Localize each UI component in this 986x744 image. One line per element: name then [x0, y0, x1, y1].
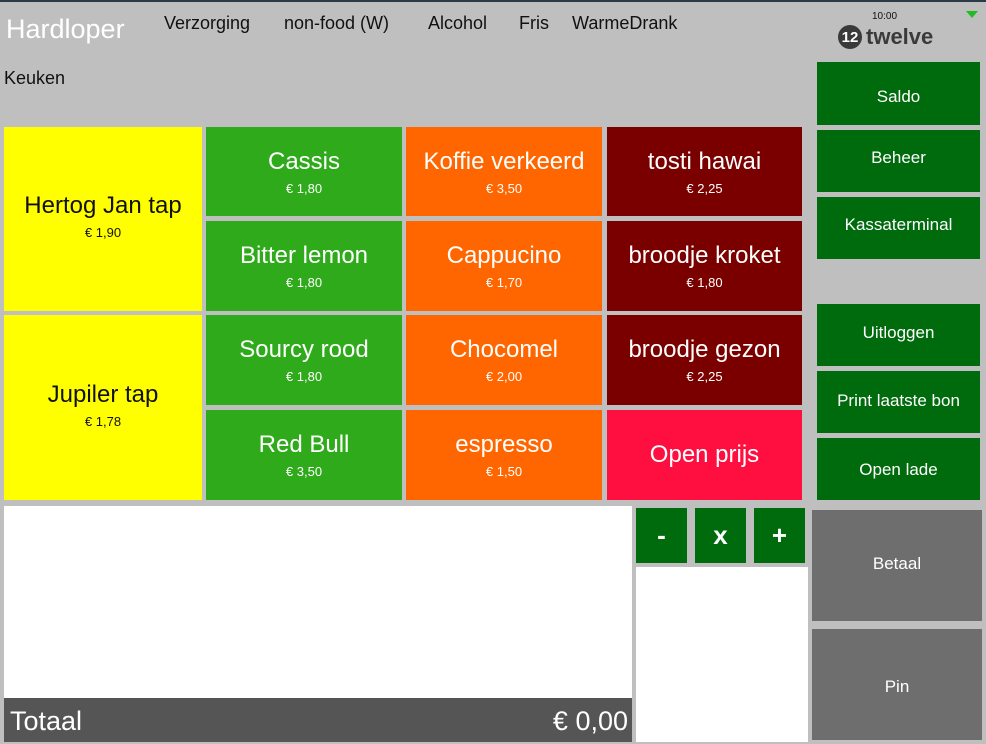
product-price: € 1,90: [84, 225, 122, 240]
product-price: € 1,80: [285, 275, 323, 290]
product-cappucino[interactable]: Cappucino € 1,70: [406, 221, 602, 311]
product-price: € 2,00: [485, 369, 523, 384]
product-name: Hertog Jan tap: [24, 192, 182, 219]
product-price: € 3,50: [285, 464, 323, 479]
increase-quantity-button[interactable]: +: [754, 508, 805, 563]
wifi-icon: [966, 11, 978, 18]
clock: 10:00: [872, 11, 898, 22]
product-name: Chocomel: [449, 336, 559, 363]
product-name: Bitter lemon: [239, 242, 369, 269]
product-hertog-jan-tap[interactable]: Hertog Jan tap € 1,90: [4, 127, 202, 311]
quantity-display: [636, 567, 808, 742]
product-price: € 2,25: [686, 180, 723, 196]
product-name: tosti hawai: [647, 147, 762, 175]
app-title: Hardloper: [6, 14, 125, 44]
open-lade-button[interactable]: Open lade: [817, 438, 980, 500]
open-prijs-button[interactable]: Open prijs: [607, 410, 802, 500]
product-price: € 3,50: [485, 180, 523, 196]
category-tab-fris[interactable]: Fris: [519, 13, 549, 33]
product-espresso[interactable]: espresso € 1,50: [406, 410, 602, 500]
twelve-logo: 12 twelve: [838, 24, 933, 50]
twelve-logo-icon: 12: [838, 25, 862, 49]
product-sourcy-rood[interactable]: Sourcy rood € 1,80: [206, 315, 402, 405]
product-price: € 2,25: [686, 369, 723, 384]
product-name: Jupiler tap: [47, 380, 159, 408]
product-price: € 1,70: [485, 275, 523, 290]
category-tab-verzorging[interactable]: Verzorging: [164, 13, 251, 33]
product-name: Cappucino: [446, 242, 562, 269]
product-koffie-verkeerd[interactable]: Koffie verkeerd € 3,50: [406, 127, 602, 216]
category-tab-alcohol[interactable]: Alcohol: [428, 13, 488, 33]
total-label: Totaal: [10, 706, 83, 736]
order-list[interactable]: [4, 506, 632, 698]
product-price: € 1,78: [84, 413, 122, 429]
product-broodje-kroket[interactable]: broodje kroket € 1,80: [607, 221, 802, 311]
twelve-logo-text: twelve: [866, 24, 934, 49]
product-price: € 1,80: [285, 369, 323, 384]
product-name: broodje gezon: [628, 336, 781, 363]
product-jupiler-tap[interactable]: Jupiler tap € 1,78: [4, 315, 202, 500]
kassaterminal-button[interactable]: Kassaterminal: [817, 197, 980, 259]
product-name: Sourcy rood: [239, 336, 369, 363]
product-name: broodje kroket: [628, 242, 781, 269]
print-laatste-bon-button[interactable]: Print laatste bon: [817, 371, 980, 433]
saldo-button[interactable]: Saldo: [817, 62, 980, 125]
product-name: Koffie verkeerd: [423, 147, 585, 175]
product-price: € 1,80: [285, 180, 323, 196]
product-name: espresso: [455, 431, 553, 458]
product-name: Open prijs: [649, 441, 760, 468]
product-price: € 1,80: [686, 275, 723, 290]
total-bar: Totaal € 0,00: [4, 698, 632, 742]
total-value: € 0,00: [552, 706, 628, 736]
category-tab-warmedrank[interactable]: WarmeDrank: [572, 13, 678, 33]
product-bitter-lemon[interactable]: Bitter lemon € 1,80: [206, 221, 402, 311]
product-broodje-gezond[interactable]: broodje gezon € 2,25: [607, 315, 802, 405]
subcategory-tab-keuken[interactable]: Keuken: [4, 68, 66, 88]
category-tab-non-food[interactable]: non-food (W): [284, 13, 390, 33]
product-name: Cassis: [267, 147, 340, 175]
uitloggen-button[interactable]: Uitloggen: [817, 304, 980, 366]
betaal-button[interactable]: Betaal: [812, 510, 982, 621]
remove-item-button[interactable]: x: [695, 508, 746, 563]
beheer-button[interactable]: Beheer: [817, 130, 980, 192]
product-red-bull[interactable]: Red Bull € 3,50: [206, 410, 402, 500]
product-chocomel[interactable]: Chocomel € 2,00: [406, 315, 602, 405]
product-cassis[interactable]: Cassis € 1,80: [206, 127, 402, 216]
product-tosti-hawai[interactable]: tosti hawai € 2,25: [607, 127, 802, 216]
product-price: € 1,50: [485, 464, 523, 479]
product-name: Red Bull: [258, 431, 350, 458]
decrease-quantity-button[interactable]: -: [636, 508, 687, 563]
pin-button[interactable]: Pin: [812, 629, 982, 740]
